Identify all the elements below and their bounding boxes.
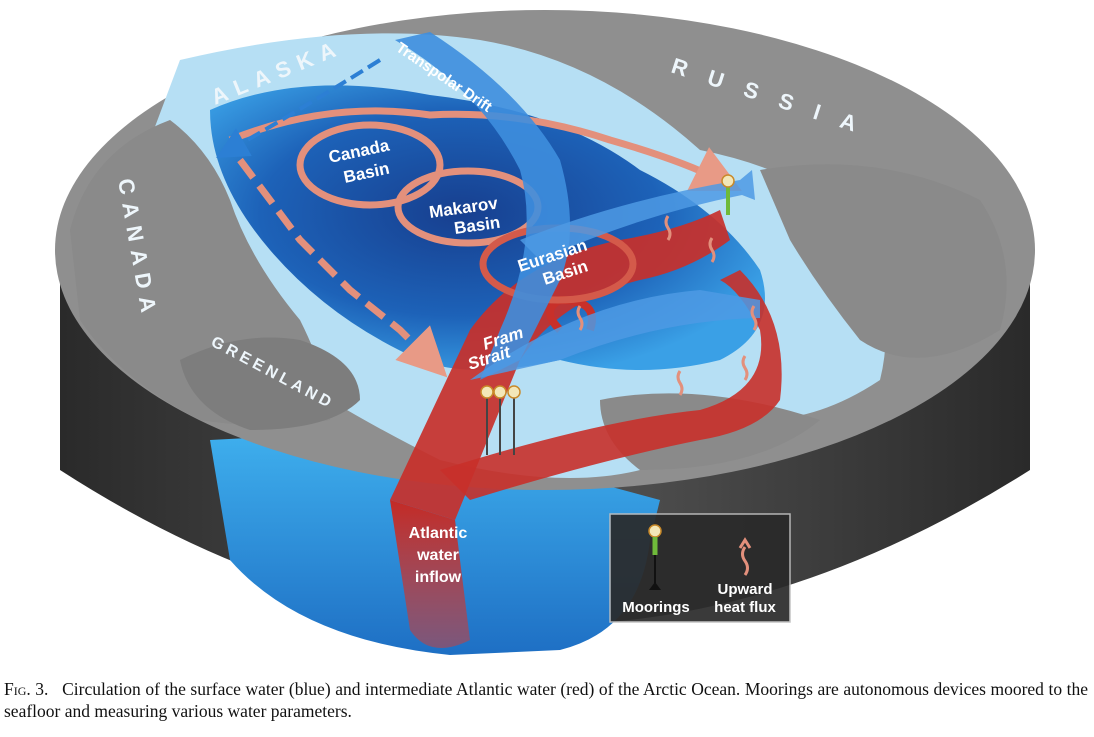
arctic-circulation-figure: ALASKA RUSSIA CANADA GREENLAND xyxy=(55,10,1035,655)
mooring-legend-icon xyxy=(648,524,662,538)
heat-flux-legend-icon xyxy=(741,546,749,576)
figure-caption: Fig. 3. Circulation of the surface water… xyxy=(4,678,1088,722)
legend-heat-2: heat flux xyxy=(714,599,776,616)
legend: Moorings Upward heat flux xyxy=(609,513,791,623)
atlantic-water-flow xyxy=(390,210,782,648)
mooring-markers xyxy=(480,174,735,455)
inflow-label-1: Atlantic xyxy=(409,525,468,542)
caption-text: Circulation of the surface water (blue) … xyxy=(4,679,1088,721)
inflow-label-3: inflow xyxy=(415,569,462,586)
surface-water-flow xyxy=(216,32,760,380)
inflow-label-2: water xyxy=(416,547,459,564)
heat-flux-markers xyxy=(576,215,758,396)
caption-fig-label: Fig. 3. xyxy=(4,679,49,699)
deep-ocean xyxy=(210,85,765,370)
legend-moorings: Moorings xyxy=(622,599,690,616)
legend-heat-1: Upward xyxy=(717,581,772,598)
